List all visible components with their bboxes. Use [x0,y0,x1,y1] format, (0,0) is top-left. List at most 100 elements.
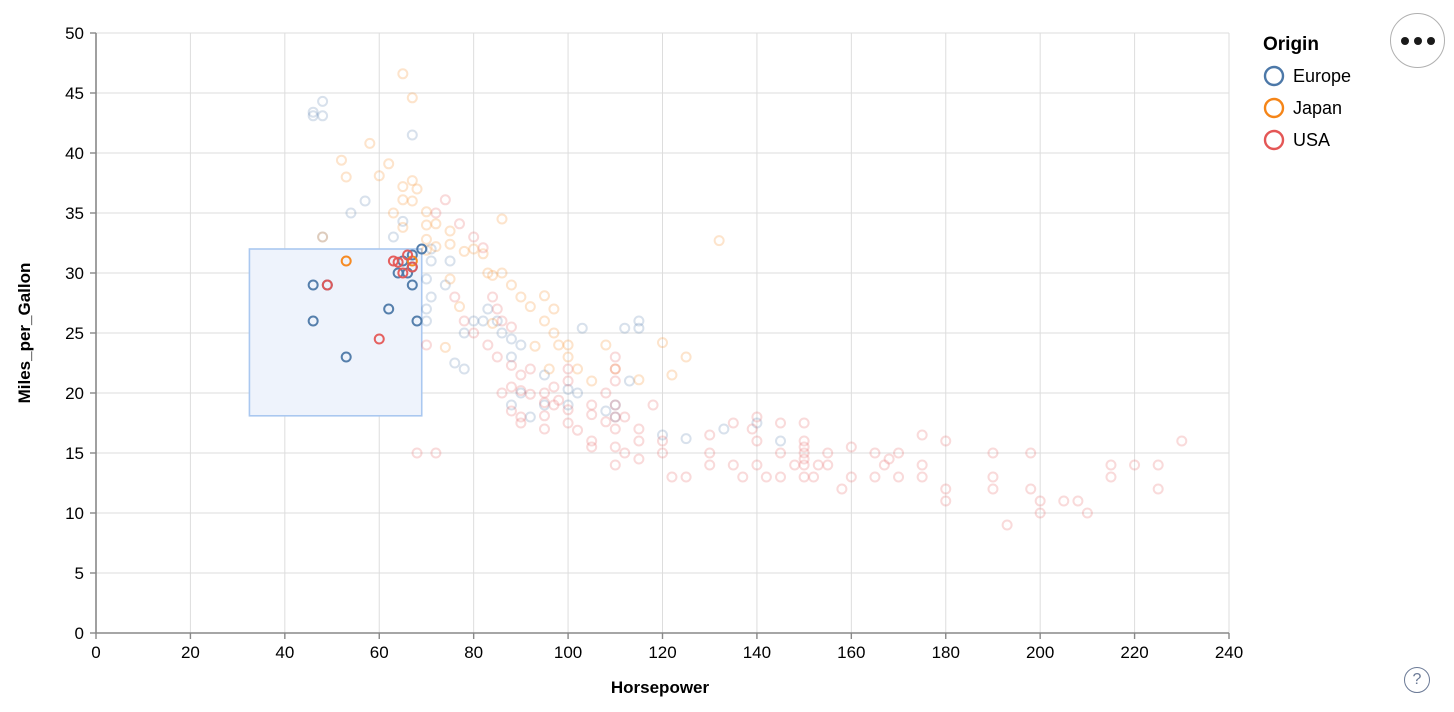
scatter-point[interactable] [775,447,787,459]
scatter-point[interactable] [543,363,555,375]
scatter-point[interactable] [383,303,395,315]
scatter-point[interactable] [364,137,376,149]
scatter-point[interactable] [713,235,725,247]
scatter-point[interactable] [548,327,560,339]
scatter-point[interactable] [406,92,418,104]
scatter-point[interactable] [454,218,465,230]
scatter-point[interactable] [666,369,678,381]
scatter-point[interactable] [406,129,418,141]
scatter-point[interactable] [335,154,347,166]
scatter-point[interactable] [496,213,508,225]
scatter-point[interactable] [411,315,423,327]
scatter-point[interactable] [586,375,598,387]
scatter-point[interactable] [548,399,560,411]
scatter-point[interactable] [487,317,499,329]
scatter-point[interactable] [1034,507,1046,519]
scatter-point[interactable] [524,388,536,400]
scatter-point[interactable] [468,315,480,327]
scatter-point[interactable] [496,315,508,327]
scatter-point[interactable] [751,459,763,471]
scatter-point[interactable] [1129,459,1141,471]
scatter-point[interactable] [1176,435,1188,447]
scatter-point[interactable] [940,435,952,447]
scatter-point[interactable] [402,249,414,261]
scatter-point[interactable] [444,238,456,250]
scatter-point[interactable] [317,110,329,122]
scatter-point[interactable] [609,411,621,423]
scatter-point[interactable] [430,218,442,230]
scatter-point[interactable] [397,215,409,227]
scatter-point[interactable] [406,261,418,273]
scatter-point[interactable] [586,399,598,411]
scatter-point[interactable] [538,399,550,411]
scatter-point[interactable] [345,207,357,219]
scatter-point[interactable] [572,363,584,375]
scatter-point[interactable] [487,291,499,303]
scatter-point[interactable] [439,194,451,206]
scatter-point[interactable] [562,363,574,375]
scatter-point[interactable] [657,429,668,441]
scatter-point[interactable] [562,404,574,416]
scatter-point[interactable] [600,387,612,399]
scatter-point[interactable] [1072,495,1084,507]
scatter-point[interactable] [609,375,621,387]
scatter-point[interactable] [515,369,527,381]
scatter-point[interactable] [657,435,668,447]
scatter-point[interactable] [666,471,678,483]
scatter-point[interactable] [562,339,574,351]
scatter-point[interactable] [940,495,952,507]
brush-selection[interactable] [248,248,423,417]
scatter-point[interactable] [538,369,550,381]
scatter-point[interactable] [538,290,550,302]
scatter-point[interactable] [387,207,399,219]
scatter-point[interactable] [538,423,550,435]
scatter-point[interactable] [680,433,692,445]
scatter-point[interactable] [397,68,409,80]
scatter-point[interactable] [307,315,319,327]
scatter-point[interactable] [420,244,432,256]
scatter-point[interactable] [420,339,432,351]
scatter-point[interactable] [987,447,999,459]
scatter-point[interactable] [416,243,428,255]
scatter-point[interactable] [760,471,772,483]
scatter-point[interactable] [515,387,527,399]
scatter-point[interactable] [406,175,418,187]
scatter-point[interactable] [798,471,810,483]
scatter-point[interactable] [458,245,470,257]
scatter-point[interactable] [387,231,399,243]
scatter-point[interactable] [609,423,621,435]
scatter-point[interactable] [562,399,574,411]
scatter-point[interactable] [1058,495,1070,507]
scatter-point[interactable] [751,411,763,423]
scatter-point[interactable] [321,279,333,291]
scatter-point[interactable] [775,435,787,447]
scatter-point[interactable] [869,447,881,459]
scatter-point[interactable] [562,383,574,395]
scatter-point[interactable] [798,453,810,465]
scatter-point[interactable] [609,351,621,363]
scatter-point[interactable] [397,221,409,233]
scatter-point[interactable] [893,447,905,459]
legend-item-europe[interactable]: Europe [1263,65,1351,87]
scatter-point[interactable] [1105,471,1117,483]
scatter-point[interactable] [609,399,621,411]
scatter-point[interactable] [307,106,319,118]
scatter-point[interactable] [496,387,508,399]
scatter-point[interactable] [505,321,517,333]
scatter-point[interactable] [609,399,621,411]
scatter-point[interactable] [987,483,999,495]
scatter-point[interactable] [562,417,574,429]
scatter-point[interactable] [397,194,409,206]
scatter-point[interactable] [420,219,432,231]
scatter-point[interactable] [1001,519,1013,531]
scatter-point[interactable] [439,341,451,353]
scatter-point[interactable] [397,181,409,193]
scatter-point[interactable] [798,441,810,453]
scatter-point[interactable] [1034,495,1046,507]
scatter-point[interactable] [491,315,503,327]
scatter-point[interactable] [1152,483,1164,495]
scatter-point[interactable] [406,279,418,291]
scatter-point[interactable] [822,459,834,471]
scatter-point[interactable] [657,337,668,349]
